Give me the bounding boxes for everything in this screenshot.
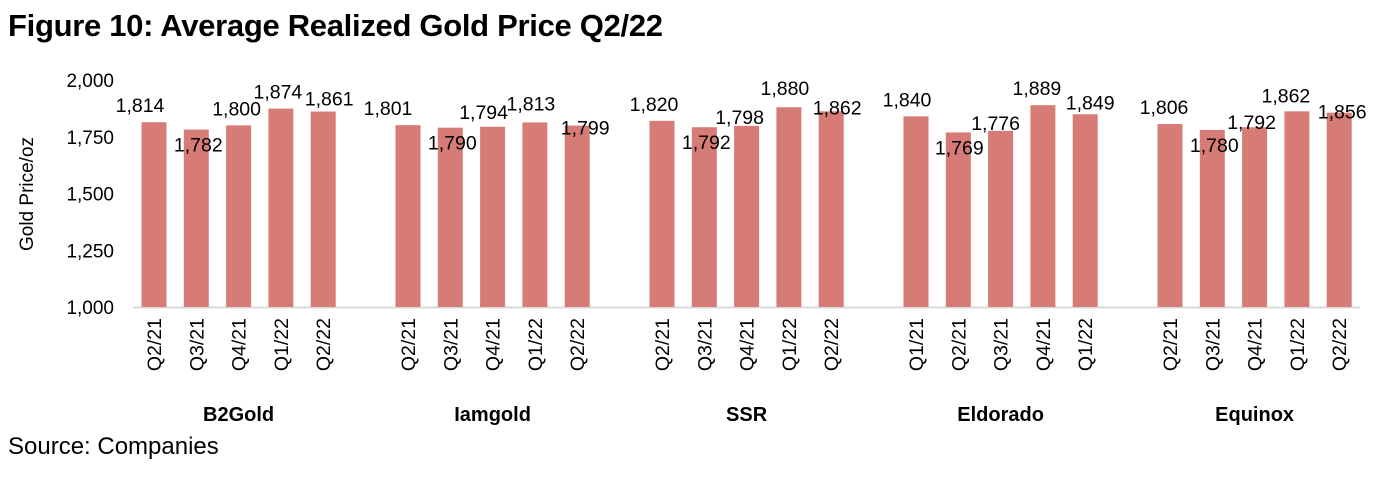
bar	[1157, 124, 1183, 308]
group-label: Iamgold	[454, 404, 531, 426]
data-label: 1,806	[1140, 97, 1189, 119]
x-tick-label: Q3/21	[1202, 318, 1224, 371]
chart-title: Figure 10: Average Realized Gold Price Q…	[8, 8, 663, 43]
x-tick-label: Q4/21	[483, 318, 505, 371]
data-label: 1,801	[364, 98, 413, 120]
x-tick-label: Q2/22	[313, 318, 335, 371]
x-tick-label: Q1/22	[525, 318, 547, 371]
x-tick-label: Q2/21	[144, 318, 166, 371]
data-label: 1,862	[1261, 85, 1310, 107]
y-tick-label: 1,750	[66, 128, 114, 149]
x-tick-label: Q3/21	[694, 318, 716, 371]
group-label: Eldorado	[957, 404, 1044, 426]
bar	[903, 116, 929, 307]
data-label: 1,769	[935, 137, 984, 159]
data-label: 1,799	[561, 118, 610, 140]
data-label: 1,814	[116, 95, 165, 117]
data-label: 1,813	[506, 93, 555, 115]
data-label: 1,792	[1227, 112, 1276, 134]
bar	[945, 132, 971, 307]
bar	[1284, 111, 1310, 308]
bar	[226, 125, 252, 308]
bar	[1242, 127, 1268, 307]
x-tick-label: Q2/22	[567, 318, 589, 371]
data-label: 1,889	[1012, 78, 1061, 100]
x-tick-label: Q2/21	[652, 318, 674, 371]
bar	[776, 107, 802, 308]
bar	[1030, 105, 1056, 308]
data-label: 1,861	[305, 89, 354, 111]
x-tick-label: Q4/21	[1033, 318, 1055, 371]
x-tick-label: Q1/22	[1075, 318, 1097, 371]
x-tick-label: Q2/22	[1329, 318, 1351, 371]
data-label: 1,790	[428, 133, 477, 155]
bar	[1199, 129, 1225, 307]
data-label: 1,780	[1190, 135, 1239, 157]
bar	[649, 120, 675, 307]
data-label: 1,880	[760, 78, 809, 100]
data-label: 1,862	[813, 97, 862, 119]
y-axis: 1,000 1,250 1,500 1,750 2,000	[66, 71, 114, 319]
data-label: 1,820	[630, 94, 679, 116]
group-label: B2Gold	[203, 404, 274, 426]
bar	[1326, 112, 1352, 307]
x-tick-label: Q1/22	[271, 318, 293, 371]
x-tick-label: Q4/21	[229, 318, 251, 371]
data-label: 1,792	[682, 132, 731, 154]
bar	[437, 127, 463, 307]
x-tick-label: Q2/22	[821, 318, 843, 371]
bar	[818, 111, 844, 308]
y-tick-label: 1,250	[66, 241, 114, 262]
y-tick-label: 1,000	[66, 298, 114, 319]
x-tick-label: Q4/21	[1245, 318, 1267, 371]
x-tick-labels: Q2/21 Q3/21 Q4/21 Q1/22 Q2/22 Q2/21 Q3/21 Q4/21…	[144, 318, 1351, 371]
data-label: 1,794	[459, 102, 508, 124]
x-tick-label: Q3/21	[186, 318, 208, 371]
group-label: SSR	[726, 404, 768, 426]
source-note: Source: Companies	[8, 433, 219, 460]
data-label: 1,856	[1318, 102, 1367, 124]
bar	[141, 122, 167, 307]
x-tick-label: Q3/21	[440, 318, 462, 371]
bar	[1072, 114, 1098, 307]
bar	[691, 127, 717, 307]
bar	[480, 126, 506, 308]
x-tick-label: Q2/21	[948, 318, 970, 371]
y-tick-label: 1,500	[66, 185, 114, 206]
x-tick-label: Q1/21	[906, 318, 928, 371]
x-tick-label: Q4/21	[737, 318, 759, 371]
data-label: 1,800	[212, 98, 261, 120]
data-label: 1,776	[971, 113, 1020, 135]
group-label: Equinox	[1215, 404, 1294, 426]
bar	[988, 130, 1014, 307]
bar	[395, 125, 421, 307]
bars	[141, 105, 1352, 308]
bar	[564, 125, 590, 307]
x-tick-label: Q3/21	[991, 318, 1013, 371]
y-axis-label: Gold Price/oz	[17, 137, 38, 251]
bar	[183, 129, 209, 307]
bar	[268, 108, 294, 308]
bar	[734, 125, 760, 307]
data-label: 1,849	[1066, 92, 1115, 114]
x-tick-label: Q1/22	[1287, 318, 1309, 371]
data-label: 1,798	[715, 107, 764, 129]
group-labels: B2Gold Iamgold SSR Eldorado Equinox	[203, 404, 1294, 426]
x-tick-label: Q1/22	[779, 318, 801, 371]
data-label: 1,782	[174, 134, 223, 156]
x-tick-label: Q2/21	[1160, 318, 1182, 371]
data-label: 1,840	[883, 89, 932, 111]
bar	[310, 111, 336, 307]
bar	[522, 122, 548, 307]
data-label: 1,874	[253, 82, 302, 104]
x-tick-label: Q2/21	[398, 318, 420, 371]
y-tick-label: 2,000	[66, 71, 114, 92]
